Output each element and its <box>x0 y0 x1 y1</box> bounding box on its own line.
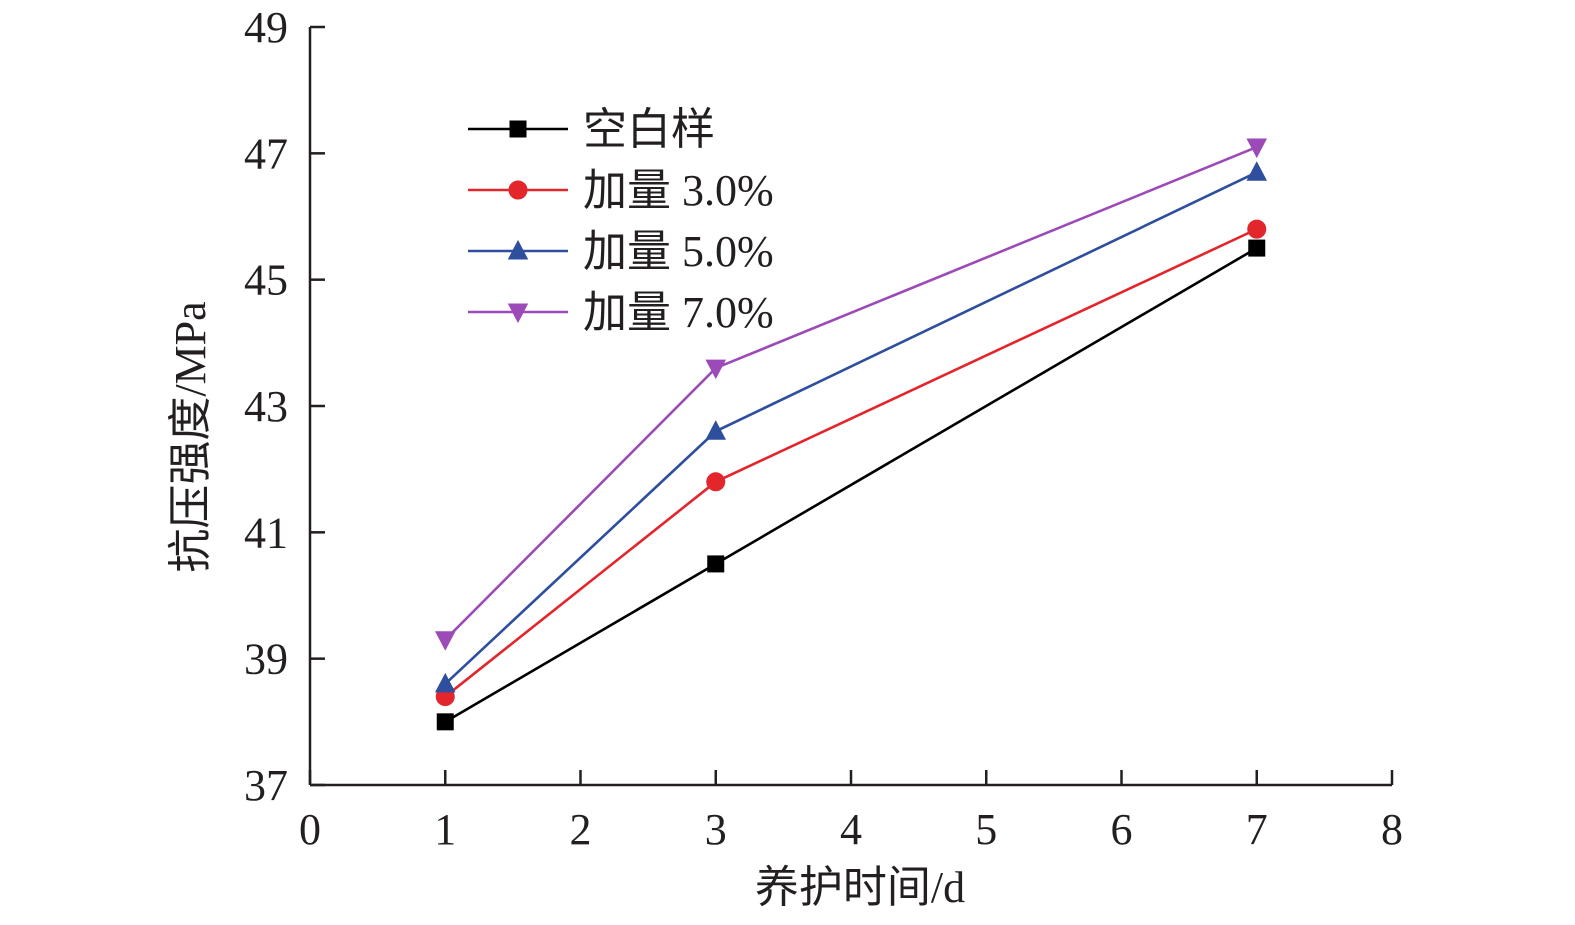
x-tick-label: 8 <box>1381 805 1403 854</box>
x-tick-label: 5 <box>975 805 997 854</box>
legend-symbol-1 <box>508 180 528 200</box>
data-point-series-2-x-3 <box>705 420 727 440</box>
legend-symbol-0 <box>509 120 527 138</box>
legend-symbol-3 <box>507 303 529 324</box>
y-tick-label: 47 <box>244 129 288 178</box>
data-point-series-2-x-7 <box>1246 161 1268 181</box>
series-line-3 <box>444 145 1258 641</box>
y-axis-title: 抗压强度/MPa <box>166 301 215 572</box>
x-tick-label: 6 <box>1111 805 1133 854</box>
data-point-series-1-x-7 <box>1247 219 1267 239</box>
series-3 <box>434 138 1268 651</box>
legend-label-dose-5: 加量 5.0% <box>583 227 774 276</box>
legend-marker-dose-5 <box>507 239 529 260</box>
x-tick-label: 1 <box>434 805 456 854</box>
legend-item-blank: 空白样 <box>468 105 715 154</box>
legend-item-dose-7: 加量 7.0% <box>468 288 774 337</box>
series-1 <box>435 219 1267 707</box>
y-tick-label: 41 <box>244 508 288 557</box>
legend-marker-dose-3 <box>508 180 528 200</box>
legend-label-dose-3: 加量 3.0% <box>583 166 774 215</box>
series-layer <box>434 138 1268 731</box>
legend-label-dose-7: 加量 7.0% <box>583 288 774 337</box>
x-tick-label: 0 <box>299 805 321 854</box>
data-point-series-0-x-1 <box>436 713 454 731</box>
series-line-0 <box>444 246 1258 723</box>
data-point-series-3-x-1 <box>434 631 456 651</box>
legend-marker-dose-7 <box>507 303 529 324</box>
legend: 空白样 加量 3.0% 加量 5.0% 加量 7.0% <box>468 105 774 337</box>
legend-item-dose-5: 加量 5.0% <box>468 227 774 276</box>
legend-marker-blank <box>509 120 527 138</box>
x-tick-label: 7 <box>1246 805 1268 854</box>
x-tick-label: 4 <box>840 805 862 854</box>
x-axis-ticks: 0 1 2 3 4 5 6 7 8 <box>299 770 1403 854</box>
y-tick-label: 45 <box>244 256 288 305</box>
data-point-series-2-x-1 <box>434 672 456 693</box>
legend-symbol-2 <box>507 239 529 260</box>
data-point-series-3-x-7 <box>1246 138 1268 159</box>
legend-item-dose-3: 加量 3.0% <box>468 166 774 215</box>
y-tick-label: 39 <box>244 635 288 684</box>
legend-label-blank: 空白样 <box>583 105 715 154</box>
data-point-series-0-x-3 <box>707 555 725 573</box>
data-point-series-1-x-3 <box>706 472 726 492</box>
y-axis-ticks: 37 39 41 43 45 47 49 <box>244 3 325 810</box>
x-tick-label: 2 <box>570 805 592 854</box>
series-2 <box>434 161 1268 693</box>
x-tick-label: 3 <box>705 805 727 854</box>
data-point-series-0-x-7 <box>1248 239 1266 257</box>
series-0 <box>436 239 1266 731</box>
x-axis-title: 养护时间/d <box>755 863 965 912</box>
data-point-series-3-x-3 <box>705 359 727 380</box>
series-line-2 <box>444 171 1258 685</box>
y-tick-label: 43 <box>244 382 288 431</box>
series-line-1 <box>444 227 1258 698</box>
y-tick-label: 49 <box>244 3 288 52</box>
y-tick-label: 37 <box>244 761 288 810</box>
